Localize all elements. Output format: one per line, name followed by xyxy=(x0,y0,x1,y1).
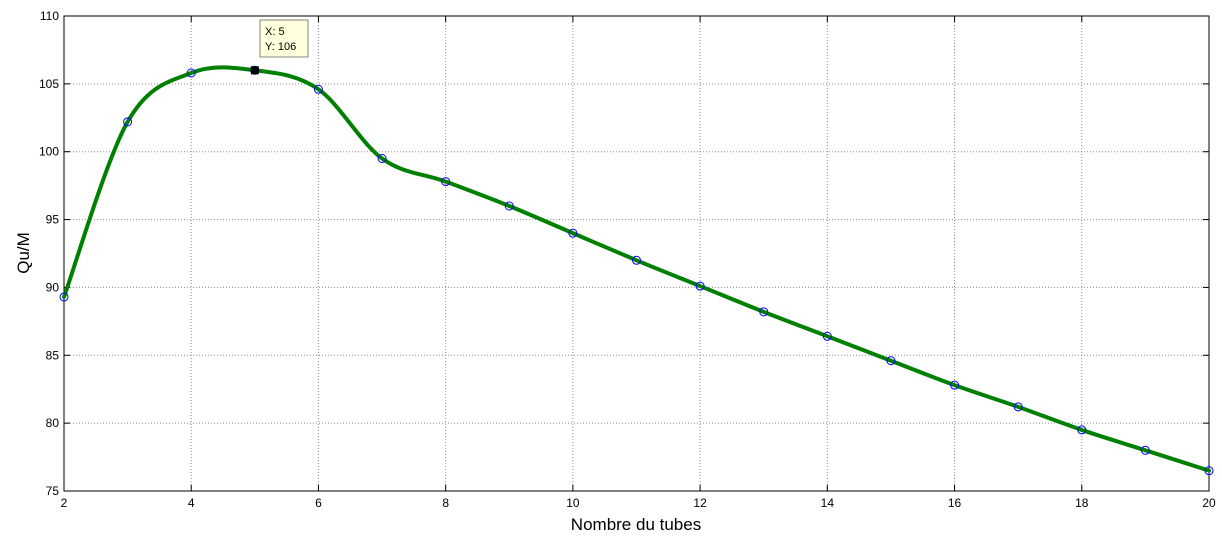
y-tick-label: 95 xyxy=(46,213,60,227)
y-axis-title: Qu/M xyxy=(14,232,33,274)
x-tick-label: 12 xyxy=(693,496,707,510)
x-tick-label: 16 xyxy=(948,496,962,510)
data-point-marker[interactable] xyxy=(1013,402,1023,412)
grid xyxy=(64,16,1209,491)
data-point-marker[interactable] xyxy=(1140,445,1150,455)
plot-frame xyxy=(63,15,1210,492)
y-tick-label: 100 xyxy=(39,145,59,159)
data-point-marker[interactable] xyxy=(759,307,769,317)
x-tick-label: 6 xyxy=(315,496,322,510)
data-tip-box xyxy=(259,19,309,58)
x-tick-label: 18 xyxy=(1075,496,1089,510)
data-point-marker[interactable] xyxy=(504,201,514,211)
x-tick-label: 14 xyxy=(821,496,835,510)
y-tick-label: 110 xyxy=(40,9,59,23)
y-tick-label: 85 xyxy=(46,348,60,362)
data-point-marker[interactable] xyxy=(950,380,960,390)
x-tick-label: 20 xyxy=(1202,496,1216,510)
data-point-marker[interactable] xyxy=(695,281,705,291)
data-point-marker[interactable] xyxy=(123,117,133,127)
y-tick-label: 105 xyxy=(39,77,59,91)
y-tick-label: 80 xyxy=(46,416,60,430)
data-point-marker[interactable] xyxy=(822,331,832,341)
x-tick-label: 2 xyxy=(61,496,68,510)
data-tip-marker[interactable] xyxy=(250,66,259,75)
x-tick-label: 4 xyxy=(188,496,195,510)
series-layer xyxy=(59,65,1214,476)
data-point-marker[interactable] xyxy=(632,255,641,265)
data-point-marker[interactable] xyxy=(441,177,451,187)
x-tick-label: 10 xyxy=(566,496,580,510)
data-point-marker[interactable] xyxy=(186,68,196,78)
x-axis-title: Nombre du tubes xyxy=(571,515,701,534)
data-point-marker[interactable] xyxy=(1077,425,1087,435)
y-tick-label: 90 xyxy=(46,280,60,294)
x-tick-label: 8 xyxy=(442,496,449,510)
data-point-marker[interactable] xyxy=(1204,466,1214,476)
data-point-marker[interactable] xyxy=(886,356,896,366)
y-tick-label: 75 xyxy=(46,484,60,498)
data-point-marker[interactable] xyxy=(59,292,69,302)
axis-ticks: 2 4 6 8 10 12 14 16 18 20 75 80 85 90 95 100 105 110 xyxy=(39,9,1216,510)
series-line xyxy=(62,65,1211,473)
data-point-marker[interactable] xyxy=(377,154,387,163)
data-point-marker[interactable] xyxy=(313,84,323,94)
data-tip-x-label: X: 5 xyxy=(265,26,285,38)
data-tip-y-label: Y: 106 xyxy=(265,41,296,53)
data-point-marker[interactable] xyxy=(568,228,578,238)
data-tip[interactable]: X: 5 Y: 106 xyxy=(250,19,309,75)
